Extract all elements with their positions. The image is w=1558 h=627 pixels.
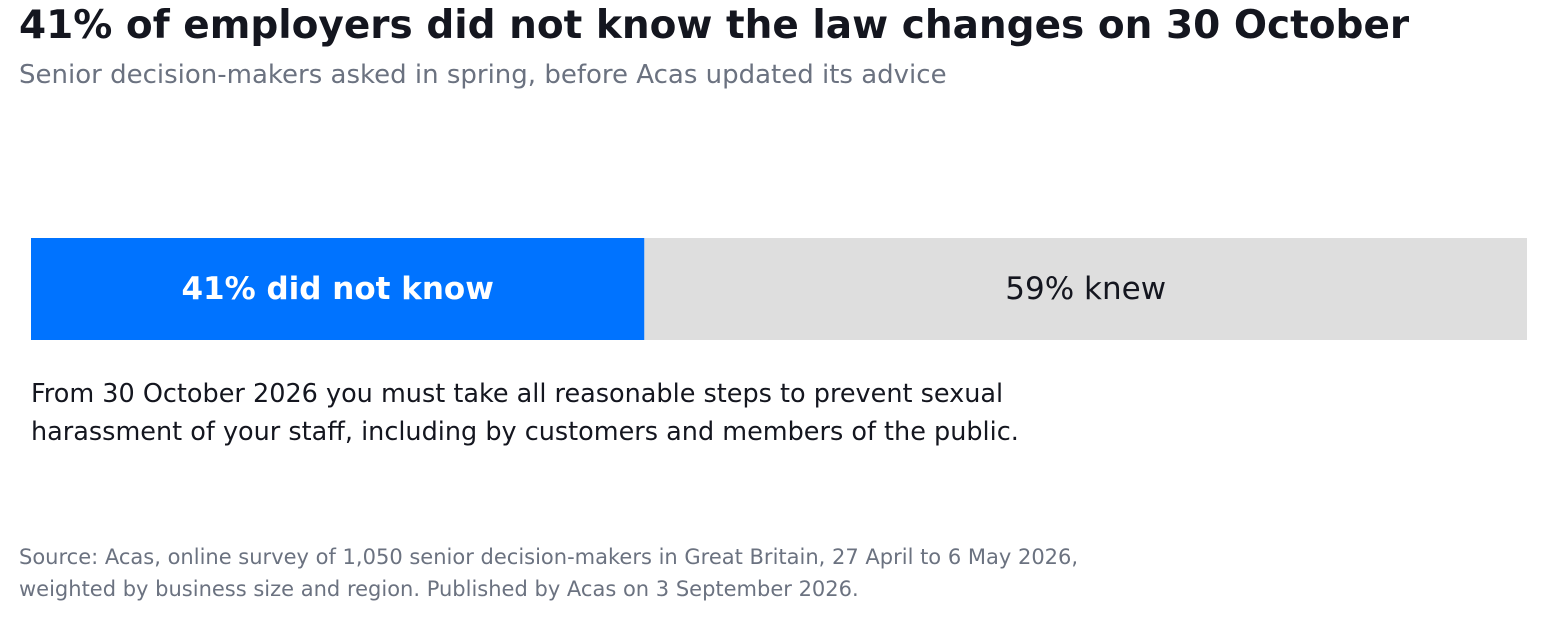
chart-subtitle: Senior decision-makers asked in spring, …	[19, 60, 947, 90]
source-line: Source: Acas, online survey of 1,050 sen…	[19, 545, 1079, 569]
chart-title: 41% of employers did not know the law ch…	[19, 3, 1410, 48]
bar-label: 59% knew	[1005, 271, 1166, 307]
bar-segment	[31, 238, 645, 340]
source-line: weighted by business size and region. Pu…	[19, 577, 859, 601]
bar-segment	[644, 238, 1527, 340]
annotation-line: From 30 October 2026 you must take all r…	[31, 379, 1004, 409]
annotation-line: harassment of your staff, including by c…	[31, 417, 1019, 447]
bar-label: 41% did not know	[181, 271, 493, 307]
